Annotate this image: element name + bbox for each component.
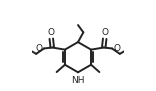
Text: O: O [101, 28, 108, 37]
Text: O: O [114, 44, 121, 53]
Text: O: O [48, 28, 55, 37]
Text: NH: NH [71, 76, 85, 85]
Text: O: O [35, 44, 42, 53]
